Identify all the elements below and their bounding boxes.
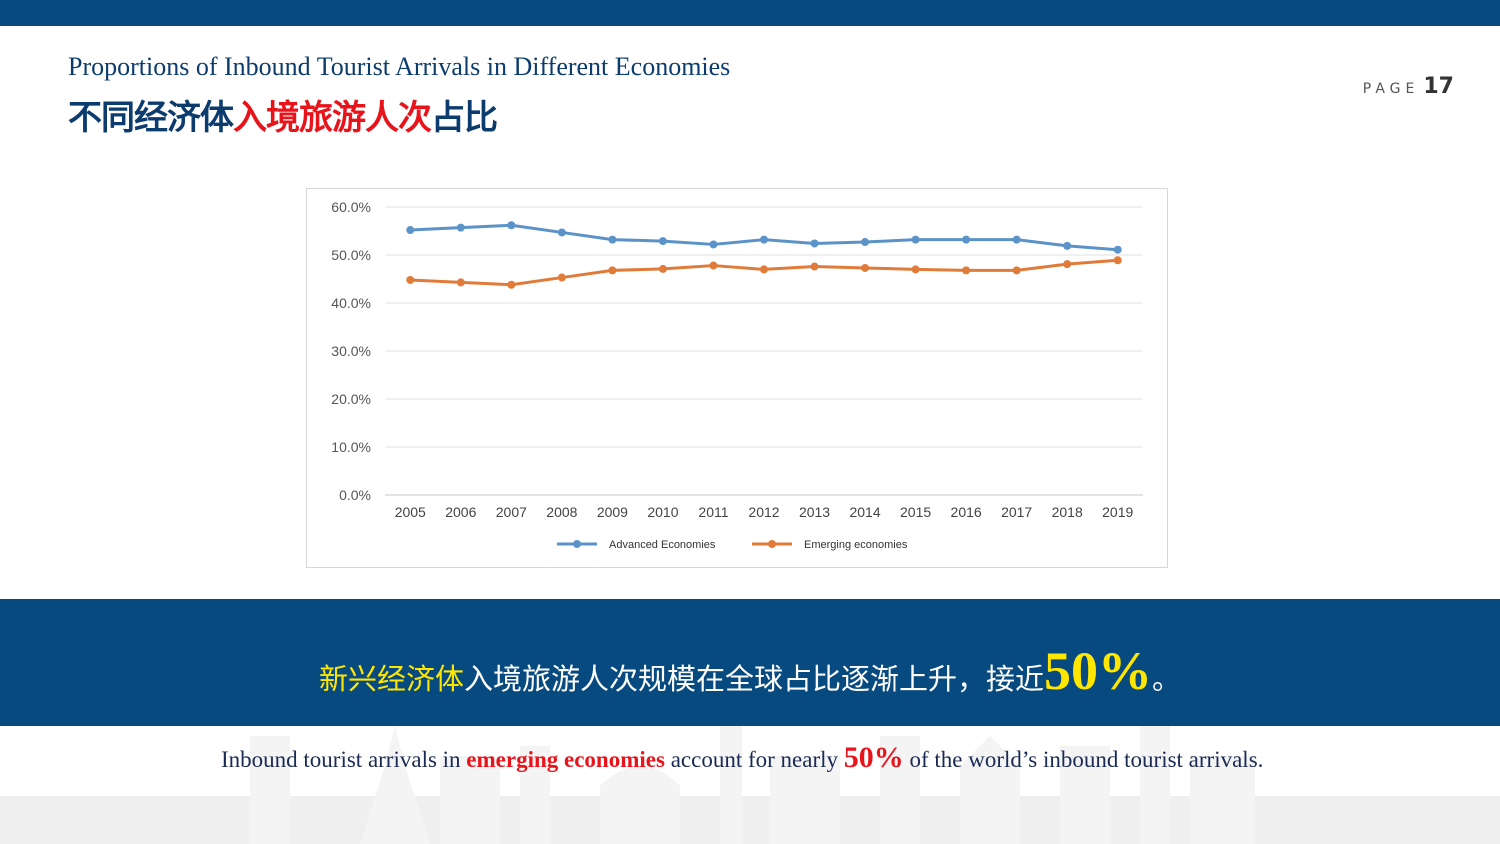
x-tick-label: 2005 [395, 504, 426, 520]
x-tick-label: 2015 [900, 504, 931, 520]
x-tick-label: 2013 [799, 504, 830, 520]
data-point [861, 238, 870, 247]
data-point [962, 266, 971, 275]
banner-body: 入境旅游人次规模在全球占比逐渐上升，接近 [463, 662, 1044, 696]
footnote-text3: of the world’s inbound tourist arrivals. [903, 747, 1264, 772]
line-chart: 0.0% 10.0% 20.0% 30.0% 40.0% 50.0% 60.0% 2005 20… [331, 199, 1143, 551]
page-label: PAGE [1362, 81, 1420, 97]
city-skyline-watermark [0, 726, 1500, 844]
data-point [1063, 241, 1072, 250]
data-point [507, 221, 516, 230]
data-point [1113, 245, 1122, 254]
data-point [608, 266, 617, 275]
data-point [861, 263, 870, 272]
data-point [1012, 266, 1021, 275]
data-point [456, 223, 465, 232]
data-point [810, 239, 819, 248]
x-tick-label: 2018 [1052, 504, 1083, 520]
data-point [658, 237, 667, 246]
data-point [760, 235, 768, 244]
data-point [911, 265, 920, 274]
page-indicator: PAGE 17 [1363, 74, 1454, 99]
x-tick-label: 2014 [849, 504, 880, 520]
x-tick-label: 2019 [1102, 504, 1133, 520]
x-tick-label: 2017 [1001, 504, 1032, 520]
data-point [1063, 260, 1072, 269]
top-accent-bar [0, 0, 1500, 26]
legend-swatch-marker [573, 540, 581, 548]
y-tick-label: 50.0% [331, 247, 371, 263]
y-tick-label: 20.0% [331, 391, 371, 407]
footnote-text1: Inbound tourist arrivals in [221, 747, 467, 772]
data-point [406, 226, 415, 235]
x-tick-label: 2009 [597, 504, 628, 520]
data-point [709, 261, 718, 270]
title-zh-part3: 占比 [431, 98, 498, 138]
title-zh-part1: 不同经济体 [68, 98, 234, 138]
x-tick-label: 2008 [546, 504, 577, 520]
page-title-english: Proportions of Inbound Tourist Arrivals … [68, 52, 731, 81]
y-tick-label: 30.0% [331, 343, 371, 359]
x-tick-label: 2011 [698, 504, 728, 520]
data-point [1012, 235, 1021, 244]
legend-label: Advanced Economies [609, 539, 716, 551]
data-point [911, 235, 920, 244]
data-point [709, 240, 718, 249]
x-tick-label: 2007 [496, 504, 527, 520]
data-point [760, 265, 768, 274]
page-number: 17 [1423, 74, 1454, 99]
data-point [557, 228, 566, 237]
chart-frame: 0.0% 10.0% 20.0% 30.0% 40.0% 50.0% 60.0% 2005 20… [306, 188, 1168, 568]
title-zh-highlight: 入境旅游人次 [233, 98, 432, 138]
footnote-english: Inbound tourist arrivals in emerging eco… [221, 742, 1331, 775]
y-tick-label: 60.0% [331, 199, 371, 215]
x-tick-label: 2010 [647, 504, 678, 520]
x-tick-label: 2016 [951, 504, 982, 520]
y-tick-label: 10.0% [331, 439, 371, 455]
data-point [507, 280, 516, 289]
y-tick-label: 40.0% [331, 295, 371, 311]
banner-highlight-yellow: 新兴经济体 [318, 662, 464, 696]
footnote-text2: account for nearly [664, 747, 844, 772]
data-point [406, 275, 415, 284]
data-point [962, 235, 971, 244]
legend-swatch-marker [768, 540, 776, 548]
y-tick-label: 0.0% [339, 487, 371, 503]
data-point [557, 273, 566, 282]
legend-label: Emerging economies [804, 539, 908, 551]
banner-big-number: 50% [1044, 641, 1152, 701]
x-tick-label: 2006 [445, 504, 476, 520]
summary-banner [0, 599, 1500, 726]
x-tick-label: 2012 [748, 504, 779, 520]
footnote-highlight-emerging: emerging economies [466, 747, 665, 772]
data-point [1113, 256, 1122, 265]
data-point [810, 262, 819, 271]
footnote-highlight-50: 50% [843, 741, 904, 774]
page-title-chinese: 不同经济体入境旅游人次占比 [68, 90, 498, 139]
data-point [608, 235, 617, 244]
data-point [658, 264, 667, 273]
data-point [456, 278, 465, 287]
banner-ending: 。 [1152, 662, 1182, 696]
summary-banner-text: 新兴经济体入境旅游人次规模在全球占比逐渐上升，接近50%。 [0, 640, 1500, 702]
